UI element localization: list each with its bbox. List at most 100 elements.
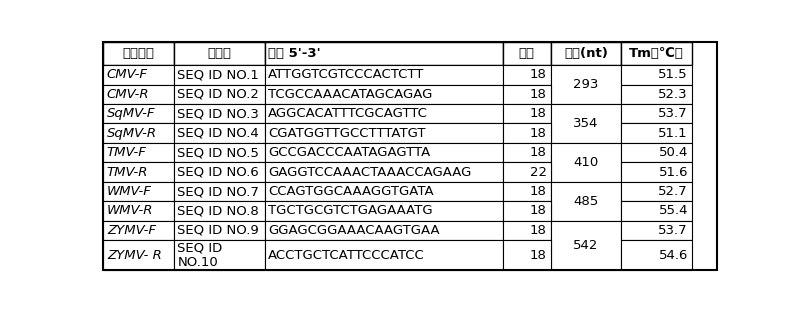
Text: SEQ ID
NO.10: SEQ ID NO.10 — [178, 241, 222, 269]
Text: 410: 410 — [574, 156, 598, 169]
Bar — [502, 182, 550, 201]
Text: 18: 18 — [530, 205, 547, 218]
Text: ATTGGTCGTCCCACTCTT: ATTGGTCGTCCCACTCTT — [268, 68, 425, 81]
Text: GAGGTCCAAACTAAACCAGAAG: GAGGTCCAAACTAAACCAGAAG — [268, 166, 472, 179]
Bar — [265, 85, 502, 104]
Text: SEQ ID NO.3: SEQ ID NO.3 — [178, 107, 259, 120]
Text: SqMV-F: SqMV-F — [107, 107, 155, 120]
Text: CGATGGTTGCCTTTATGT: CGATGGTTGCCTTTATGT — [268, 127, 426, 140]
Text: SEQ ID NO.2: SEQ ID NO.2 — [178, 88, 259, 101]
Text: 51.1: 51.1 — [658, 127, 688, 140]
Bar — [550, 143, 621, 182]
Text: 54.6: 54.6 — [658, 249, 688, 262]
Bar — [174, 85, 265, 104]
Bar — [265, 143, 502, 162]
Bar — [265, 162, 502, 182]
Bar — [103, 143, 174, 162]
Text: 序列 5'-3': 序列 5'-3' — [268, 47, 321, 60]
Text: SEQ ID NO.4: SEQ ID NO.4 — [178, 127, 259, 140]
Text: SEQ ID NO.7: SEQ ID NO.7 — [178, 185, 259, 198]
Text: 51.5: 51.5 — [658, 68, 688, 81]
Bar — [502, 104, 550, 124]
Bar — [621, 124, 692, 143]
Text: GCCGACCCAATAGAGTTA: GCCGACCCAATAGAGTTA — [268, 146, 430, 159]
Bar — [502, 85, 550, 104]
Text: SqMV-R: SqMV-R — [107, 127, 157, 140]
Text: Tm（℃）: Tm（℃） — [629, 47, 684, 60]
Bar — [621, 221, 692, 240]
Text: 22: 22 — [530, 166, 547, 179]
Text: 542: 542 — [573, 239, 598, 252]
Bar — [103, 182, 174, 201]
Text: 18: 18 — [530, 185, 547, 198]
Text: AGGCACATTTCGCAGTTC: AGGCACATTTCGCAGTTC — [268, 107, 428, 120]
Text: SEQ ID NO.9: SEQ ID NO.9 — [178, 224, 259, 237]
Text: ACCTGCTCATTCCCATCC: ACCTGCTCATTCCCATCC — [268, 249, 425, 262]
Bar — [621, 143, 692, 162]
Bar — [174, 42, 265, 65]
Text: CCAGTGGCAAAGGTGATA: CCAGTGGCAAAGGTGATA — [268, 185, 434, 198]
Text: 18: 18 — [530, 127, 547, 140]
Text: WMV-F: WMV-F — [107, 185, 152, 198]
Bar — [502, 65, 550, 85]
Bar — [502, 143, 550, 162]
Bar — [621, 182, 692, 201]
Bar — [550, 65, 621, 104]
Bar — [103, 124, 174, 143]
Bar — [550, 221, 621, 270]
Bar — [103, 221, 174, 240]
Bar — [174, 65, 265, 85]
Bar — [174, 124, 265, 143]
Text: TMV-F: TMV-F — [107, 146, 146, 159]
Text: 18: 18 — [530, 88, 547, 101]
Bar — [621, 65, 692, 85]
Bar — [103, 104, 174, 124]
Text: TGCTGCGTCTGAGAAATG: TGCTGCGTCTGAGAAATG — [268, 205, 433, 218]
Text: 50.4: 50.4 — [658, 146, 688, 159]
Text: 18: 18 — [530, 249, 547, 262]
Text: CMV-R: CMV-R — [107, 88, 150, 101]
Bar — [174, 201, 265, 221]
Bar — [502, 240, 550, 270]
Bar — [265, 240, 502, 270]
Bar — [174, 162, 265, 182]
Bar — [621, 201, 692, 221]
Text: ZYMV-F: ZYMV-F — [107, 224, 156, 237]
Text: 53.7: 53.7 — [658, 224, 688, 237]
Bar — [265, 42, 502, 65]
Bar — [103, 42, 174, 65]
Text: 293: 293 — [573, 78, 598, 91]
Bar — [174, 240, 265, 270]
Bar — [103, 85, 174, 104]
Text: SEQ ID NO.6: SEQ ID NO.6 — [178, 166, 259, 179]
Bar — [103, 240, 174, 270]
Bar — [550, 42, 621, 65]
Text: 序列号: 序列号 — [207, 47, 231, 60]
Text: 354: 354 — [573, 117, 598, 130]
Text: 18: 18 — [530, 146, 547, 159]
Bar — [103, 201, 174, 221]
Bar — [502, 124, 550, 143]
Bar — [265, 201, 502, 221]
Bar — [621, 162, 692, 182]
Bar — [103, 162, 174, 182]
Text: 18: 18 — [530, 224, 547, 237]
Bar — [265, 221, 502, 240]
Text: 485: 485 — [574, 195, 598, 208]
Bar — [621, 85, 692, 104]
Bar — [621, 42, 692, 65]
Text: GGAGCGGAAACAAGTGAA: GGAGCGGAAACAAGTGAA — [268, 224, 440, 237]
Text: SEQ ID NO.1: SEQ ID NO.1 — [178, 68, 259, 81]
Text: ZYMV- R: ZYMV- R — [107, 249, 162, 262]
Bar — [621, 240, 692, 270]
Text: 55.4: 55.4 — [658, 205, 688, 218]
Bar — [174, 221, 265, 240]
Text: 53.7: 53.7 — [658, 107, 688, 120]
Text: SEQ ID NO.5: SEQ ID NO.5 — [178, 146, 259, 159]
Text: 52.3: 52.3 — [658, 88, 688, 101]
Bar — [621, 104, 692, 124]
Text: 52.7: 52.7 — [658, 185, 688, 198]
Bar — [265, 182, 502, 201]
Bar — [502, 221, 550, 240]
Text: TCGCCAAACATAGCAGAG: TCGCCAAACATAGCAGAG — [268, 88, 433, 101]
